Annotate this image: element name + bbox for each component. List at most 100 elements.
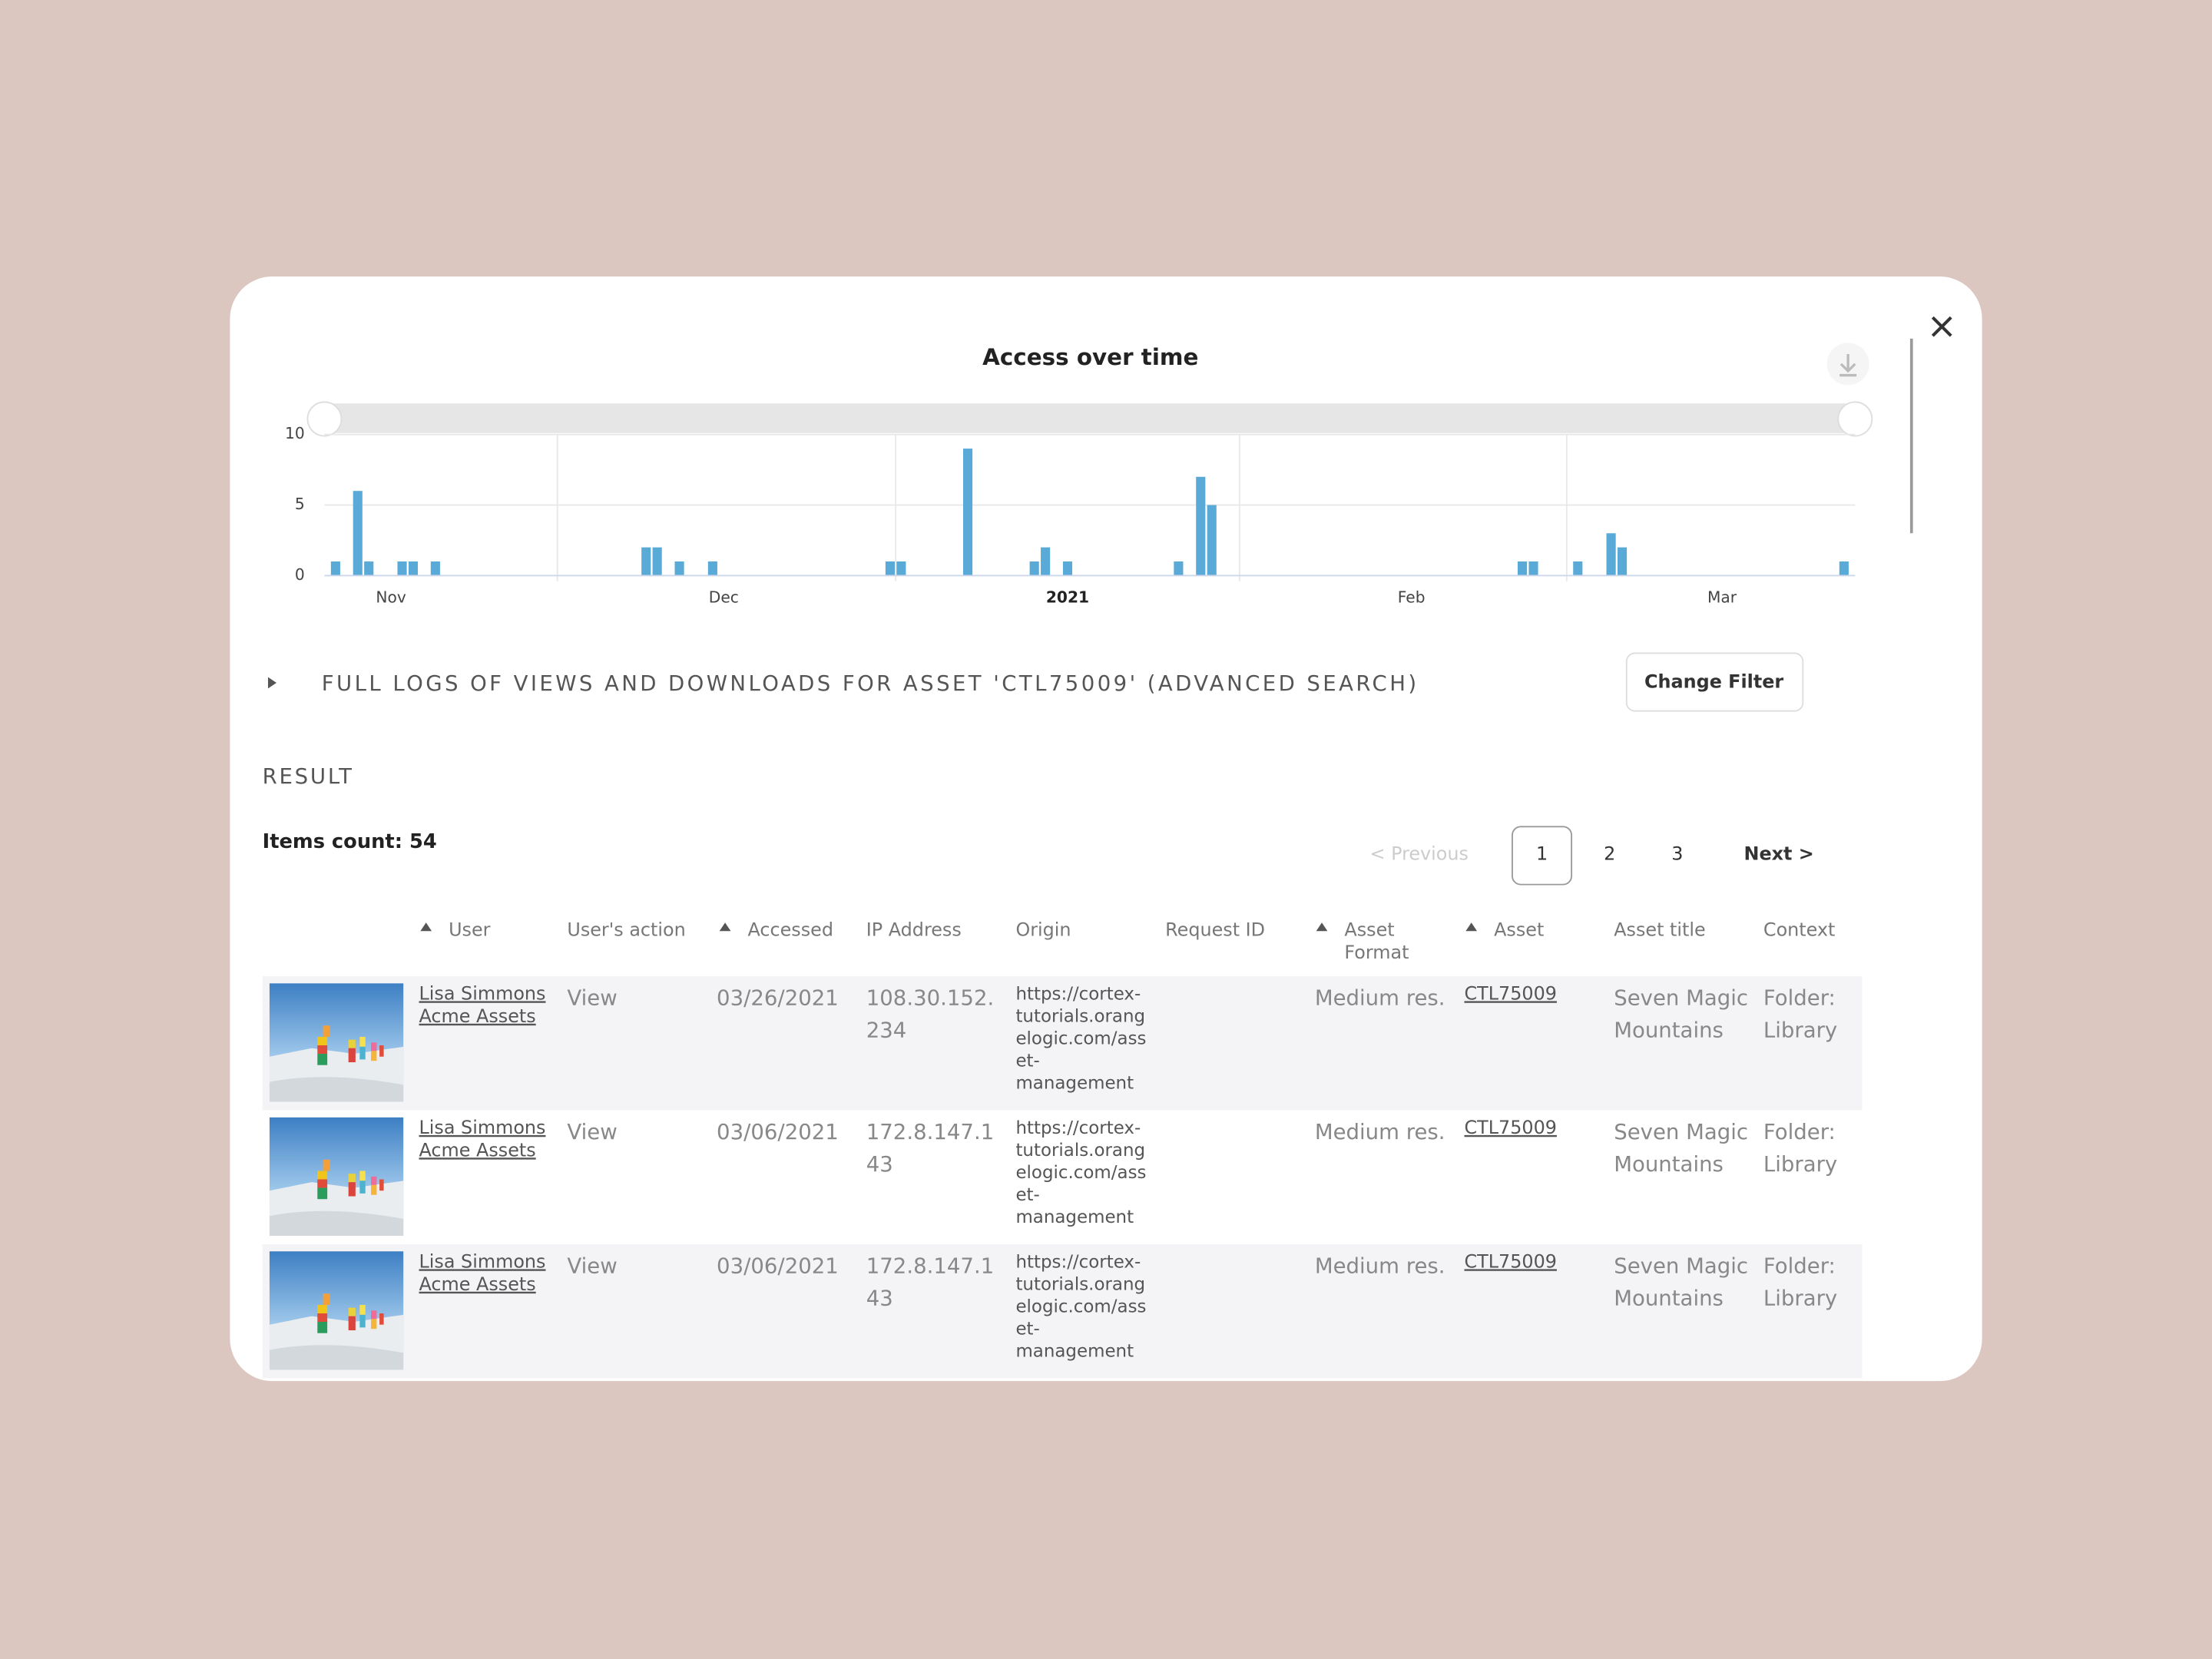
asset-link[interactable]: CTL75009: [1465, 982, 1557, 1004]
sort-arrow[interactable]: [719, 922, 731, 932]
bar: [962, 449, 973, 576]
chart-title: Access over time: [982, 344, 1198, 370]
navigator-handle[interactable]: [306, 401, 343, 437]
cell: management: [1015, 1341, 1134, 1361]
user-link[interactable]: Acme Assets: [419, 1005, 536, 1027]
sort-arrow[interactable]: [420, 922, 432, 932]
asset-link[interactable]: CTL75009: [1465, 1250, 1557, 1272]
thumbnail: [269, 1251, 404, 1370]
user-link[interactable]: Acme Assets: [419, 1139, 536, 1161]
cell: https://cortex-: [1015, 1252, 1141, 1272]
column-header[interactable]: IP Address: [866, 919, 962, 941]
bar: [1041, 547, 1051, 576]
row-background: [262, 1244, 1863, 1379]
x-tick-label: Mar: [1707, 588, 1737, 606]
cell: 172.8.147.1: [866, 1253, 994, 1278]
y-tick-label: 10: [285, 424, 305, 442]
bar: [430, 561, 440, 576]
page-link[interactable]: 1: [1536, 843, 1548, 865]
cell: Library: [1763, 1152, 1837, 1177]
thumbnail: [269, 983, 404, 1102]
button-label[interactable]: Change Filter: [1644, 671, 1783, 692]
cell: Seven Magic: [1614, 1120, 1748, 1144]
cell: et-: [1015, 1051, 1039, 1071]
cell: management: [1015, 1073, 1134, 1093]
cell: 108.30.152.: [866, 985, 994, 1010]
column-header[interactable]: Request ID: [1165, 919, 1265, 941]
x-tick-label: 2021: [1046, 588, 1089, 606]
thumbnail: [269, 1117, 404, 1236]
cell: Folder:: [1763, 1253, 1836, 1278]
download-button[interactable]: [1826, 343, 1869, 386]
column-header[interactable]: User's action: [567, 919, 685, 941]
x-tick-label: Nov: [376, 588, 406, 606]
bar: [1207, 505, 1217, 576]
cell: elogic.com/ass: [1015, 1028, 1146, 1048]
column-header[interactable]: Asset title: [1614, 919, 1705, 941]
y-tick-label: 0: [295, 565, 305, 584]
cell: Medium res.: [1315, 985, 1445, 1010]
user-link[interactable]: Lisa Simmons: [419, 982, 546, 1004]
asset-link[interactable]: CTL75009: [1465, 1117, 1557, 1138]
cell: 03/26/2021: [717, 985, 839, 1010]
bar: [1528, 561, 1538, 576]
cell: Seven Magic: [1614, 1253, 1748, 1278]
bar: [641, 547, 651, 576]
bar: [397, 561, 407, 576]
column-header[interactable]: Origin: [1015, 919, 1071, 941]
result-label: RESULT: [263, 764, 354, 789]
cell: Medium res.: [1315, 1253, 1445, 1278]
user-link[interactable]: Lisa Simmons: [419, 1117, 546, 1138]
bar: [707, 561, 717, 576]
change-filter-button[interactable]: Change Filter: [1625, 652, 1804, 712]
page-link[interactable]: 3: [1671, 843, 1683, 865]
cell: Medium res.: [1315, 1120, 1445, 1144]
x-tick-label: Dec: [709, 588, 739, 606]
y-tick-label: 5: [295, 495, 305, 513]
cell: tutorials.orang: [1015, 1141, 1145, 1161]
bar: [1196, 476, 1206, 576]
cell: tutorials.orang: [1015, 1274, 1145, 1294]
column-header[interactable]: Asset: [1344, 919, 1394, 941]
row-background: [262, 976, 1863, 1111]
cell: Library: [1763, 1018, 1837, 1043]
bar: [885, 561, 896, 576]
next-link[interactable]: Next >: [1743, 843, 1813, 865]
cell: 234: [866, 1018, 907, 1043]
navigator-handle[interactable]: [1837, 401, 1873, 437]
column-header[interactable]: Accessed: [747, 919, 833, 941]
bar: [896, 561, 906, 576]
sort-arrow[interactable]: [1316, 922, 1328, 932]
column-header[interactable]: Context: [1763, 919, 1835, 941]
cell: et-: [1015, 1185, 1039, 1205]
column-header[interactable]: Asset: [1494, 919, 1544, 941]
cell: 03/06/2021: [717, 1120, 839, 1144]
cell: Seven Magic: [1614, 985, 1748, 1010]
expand-toggle[interactable]: [267, 677, 276, 689]
cell: https://cortex-: [1015, 1118, 1141, 1138]
bar: [1606, 533, 1616, 576]
column-header[interactable]: User: [449, 919, 491, 941]
bar: [1839, 561, 1849, 576]
user-link[interactable]: Lisa Simmons: [419, 1250, 546, 1272]
cell: View: [567, 1120, 617, 1144]
user-link[interactable]: Acme Assets: [419, 1273, 536, 1295]
cell: 43: [866, 1152, 893, 1177]
column-header[interactable]: Format: [1344, 942, 1409, 963]
page-link[interactable]: 2: [1604, 843, 1615, 865]
close-button[interactable]: [1931, 316, 1952, 337]
bar: [364, 561, 374, 576]
cell: Mountains: [1614, 1152, 1724, 1177]
bar: [1029, 561, 1039, 576]
sort-arrow[interactable]: [1465, 922, 1478, 932]
cell: Library: [1763, 1286, 1837, 1311]
bar: [674, 561, 684, 576]
cell: Mountains: [1614, 1018, 1724, 1043]
cell: View: [567, 985, 617, 1010]
navigator: [324, 403, 1856, 433]
bar: [1062, 561, 1073, 576]
cell: tutorials.orang: [1015, 1006, 1145, 1026]
previous-link[interactable]: < Previous: [1370, 843, 1469, 865]
